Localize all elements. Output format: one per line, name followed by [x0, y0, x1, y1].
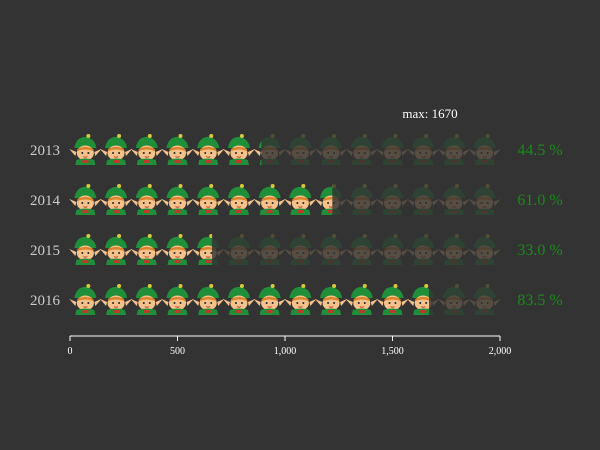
- elf-icon: [130, 133, 164, 166]
- elf-icon: [161, 183, 194, 216]
- elf-icon: [283, 233, 317, 266]
- elf-icon: [191, 133, 225, 166]
- elf-icon: [468, 133, 502, 166]
- elf-icon: [376, 233, 409, 266]
- elf-icon: [345, 233, 379, 266]
- elf-icon: [253, 283, 287, 316]
- elf-icon: [283, 133, 317, 166]
- elf-icon: [376, 183, 409, 216]
- elf-icon: [222, 133, 256, 166]
- elf-icon: [222, 233, 256, 266]
- elf-icon: [99, 233, 133, 266]
- elf-icon: [253, 183, 287, 216]
- category-label: 2015: [30, 243, 60, 259]
- elf-icon: [406, 183, 440, 216]
- bar-row: [68, 183, 502, 216]
- bar-row: [68, 233, 502, 266]
- bar-background-icons: [68, 133, 502, 166]
- percent-label: 33.0 %: [517, 242, 562, 259]
- elf-icon: [406, 283, 430, 316]
- bar-value-icons: [68, 283, 430, 316]
- elf-icon: [468, 233, 502, 266]
- category-label: 2016: [30, 293, 61, 309]
- elf-icon: [99, 133, 133, 166]
- elf-icon: [345, 283, 379, 316]
- elf-icon: [191, 183, 225, 216]
- elf-icon: [130, 233, 164, 266]
- elf-icon: [406, 233, 440, 266]
- elf-icon: [437, 133, 471, 166]
- percent-label: 83.5 %: [517, 292, 562, 309]
- bar-value-icons: [68, 183, 333, 216]
- elf-icon: [222, 183, 256, 216]
- elf-icon: [191, 233, 212, 266]
- elf-icon: [68, 233, 102, 266]
- elf-icon: [253, 133, 287, 166]
- elf-icon: [437, 283, 471, 316]
- elf-icon: [376, 283, 409, 316]
- bar-background-icons: [68, 233, 502, 266]
- category-label: 2013: [30, 143, 60, 159]
- max-label: max: 1670: [402, 106, 457, 121]
- elf-icon: [468, 283, 502, 316]
- elf-icon: [314, 183, 333, 216]
- elf-icon: [99, 183, 133, 216]
- elf-icon: [130, 183, 164, 216]
- elf-icon: [191, 283, 225, 316]
- elf-icon: [345, 183, 379, 216]
- elf-icon: [161, 283, 194, 316]
- elf-icon: [253, 233, 287, 266]
- x-tick-label: 1,500: [381, 346, 404, 357]
- elf-icon: [68, 283, 102, 316]
- elf-icon: [437, 183, 471, 216]
- percent-label: 61.0 %: [517, 192, 562, 209]
- elf-icon: [130, 283, 164, 316]
- elf-icon: [406, 133, 440, 166]
- bar-row: [68, 283, 502, 316]
- elf-icon: [437, 233, 471, 266]
- x-tick-label: 2,000: [489, 346, 512, 357]
- elf-icon: [283, 283, 317, 316]
- bar-row: [68, 133, 502, 166]
- elf-icon: [345, 133, 379, 166]
- x-tick-label: 0: [68, 346, 73, 357]
- elf-icon: [161, 233, 194, 266]
- elf-icon: [222, 283, 256, 316]
- elf-icon: [161, 133, 194, 166]
- x-tick-label: 1,000: [274, 346, 297, 357]
- elf-icon: [314, 283, 348, 316]
- elf-icon: [314, 233, 348, 266]
- x-tick-label: 500: [170, 346, 185, 357]
- elf-icon: [376, 133, 409, 166]
- elf-icon: [68, 183, 102, 216]
- elf-icon: [99, 283, 133, 316]
- category-label: 2014: [30, 193, 61, 209]
- elf-icon: [283, 183, 317, 216]
- elf-icon: [314, 133, 348, 166]
- elf-icon: [68, 133, 102, 166]
- percent-label: 44.5 %: [517, 142, 562, 159]
- elf-icon: [468, 183, 502, 216]
